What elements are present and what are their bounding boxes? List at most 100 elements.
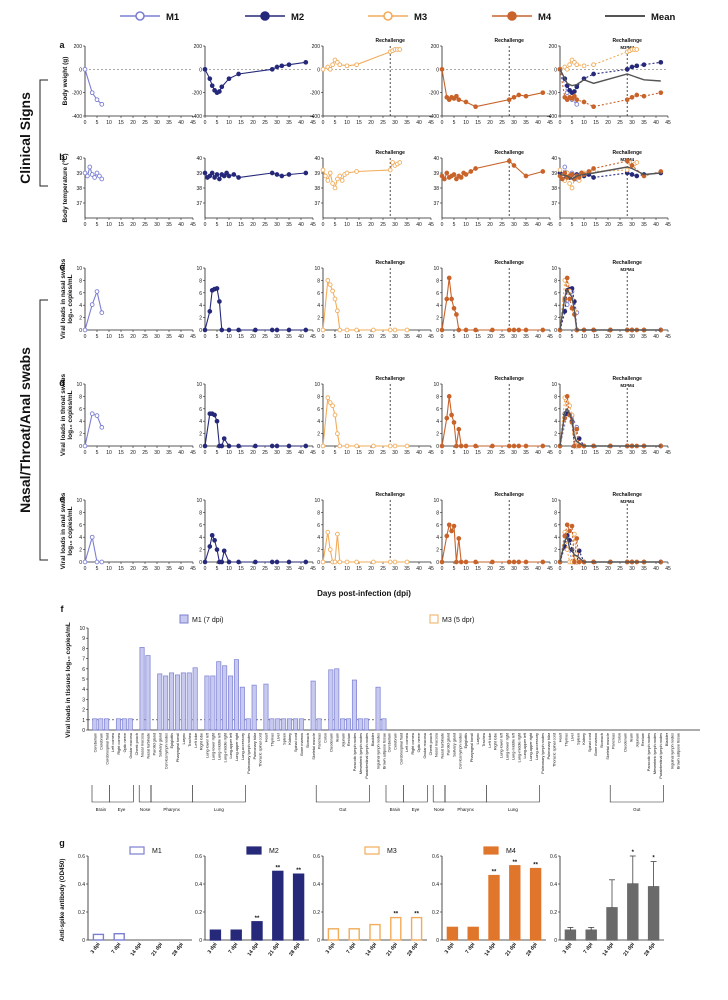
panel-f-category-label: Pulmonary lymph nodes — [247, 733, 251, 774]
panel-f-tissue-bracket — [609, 785, 664, 803]
panel-e-3-point-m3 — [325, 529, 331, 535]
y-axis-label-d-units: log₁₀ copies/mL — [67, 390, 74, 439]
panel-d-5-x-tick-label: 45 — [665, 450, 671, 456]
panel-e-5-rechallenge-sublabel: M3 M4 — [620, 499, 634, 504]
panel-c-1-x-tick-label: 5 — [96, 334, 99, 340]
panel-d-3-point-m3 — [371, 443, 376, 449]
legend-marker-m2 — [260, 11, 270, 21]
panel-f-category-label: Cervical lymph nodes — [164, 733, 168, 769]
panel-d-3-y-tick-label: 6 — [317, 407, 320, 413]
panel-c-5-point-m1 — [564, 302, 570, 307]
panel-e-2-x-tick-label: 35 — [286, 566, 292, 572]
panel-a-1-y-tick-label: 0 — [79, 67, 82, 73]
panel-d-2-point-m2 — [219, 443, 225, 449]
panel-d-5-x-tick-label: 5 — [571, 450, 574, 456]
panel-c-2-point-m2 — [253, 327, 258, 333]
panel-c-1-y-tick-label: 8 — [79, 278, 82, 284]
panel-e-3-point-m3 — [332, 559, 338, 565]
panel-b-2-y-tick-label: 37 — [196, 201, 202, 207]
panel-d-1-y-tick-label: 10 — [76, 382, 82, 388]
panel-e-5-point-m4 — [576, 559, 582, 565]
panel-f-bar — [98, 718, 104, 731]
panel-b-3-x-tick-label: 45 — [428, 222, 434, 228]
panel-d-3-y-tick-label: 8 — [317, 394, 320, 400]
panel-b-3-x-tick-label: 35 — [404, 222, 410, 228]
panel-c-4-x-tick-label: 10 — [463, 334, 469, 340]
panel-d-1-y-tick-label: 0 — [79, 444, 82, 450]
panel-d-5-rechallenge-sublabel: M3 M4 — [620, 383, 634, 388]
panel-c-4-point-m4 — [506, 327, 512, 333]
panel-c-4-y-tick-label: 10 — [433, 266, 439, 272]
panel-a-2-point-m2 — [202, 66, 208, 72]
panel-a-3-point-m3 — [330, 62, 335, 68]
panel-e-4-point-m4 — [523, 559, 529, 565]
panel-d-5-y-tick-label: 4 — [554, 419, 557, 425]
panel-c-1-x-tick-label: 40 — [178, 334, 184, 340]
panel-e-4-point-m4 — [490, 559, 495, 565]
panel-g-4-legend-swatch — [483, 846, 499, 855]
panel-letter-a: a — [59, 40, 65, 50]
panel-f-bar — [121, 718, 127, 731]
panel-d-3-y-tick-label: 10 — [314, 382, 320, 388]
panel-b-5-point-m2 — [634, 173, 640, 179]
panel-a-5-x-tick-label: 35 — [641, 120, 647, 126]
panel-b-2-point-m2 — [303, 170, 309, 176]
panel-c-1-x-tick-label: 10 — [106, 334, 112, 340]
panel-c-3-point-m3 — [337, 327, 343, 333]
panel-c-4-x-tick-label: 20 — [487, 334, 493, 340]
panel-a-2-point-m2 — [217, 89, 222, 94]
panel-c-1-point-m1 — [82, 327, 88, 333]
panel-g-2-legend-label: M2 — [269, 848, 279, 855]
panel-c-5-y-tick-label: 6 — [554, 291, 557, 297]
panel-c-5-y-tick-label: 10 — [551, 266, 557, 272]
panel-d-1-y-tick-label: 4 — [79, 419, 82, 425]
panel-d-4-point-m4 — [451, 420, 457, 425]
panel-b-5-x-tick-label: 5 — [571, 222, 574, 228]
panel-c-3-point-m3 — [404, 327, 410, 333]
panel-d-3-point-m3 — [387, 443, 393, 449]
panel-e-2-point-m2 — [214, 547, 220, 552]
panel-f-bar — [192, 667, 198, 731]
panel-f-category-label: Cerebellum — [387, 733, 391, 752]
panel-e-3-line-m3 — [322, 532, 407, 563]
panel-d-1-point-m1 — [82, 443, 88, 449]
panel-c-4-x-tick-label: 25 — [499, 334, 505, 340]
panel-b-2-point-m2 — [226, 173, 232, 179]
panel-b-2-x-tick-label: 30 — [274, 222, 280, 228]
panel-letter-g: g — [59, 838, 65, 848]
panel-a-2-point-m2 — [209, 83, 215, 89]
panel-b-4-x-tick-label: 20 — [487, 222, 493, 228]
panel-d-3-x-tick-label: 5 — [334, 450, 337, 456]
panel-a-4-rechallenge-label: Rechallenge — [494, 38, 524, 44]
panel-c-2-point-m2 — [207, 309, 213, 314]
panel-d-5-point-m4 — [574, 426, 580, 432]
panel-a-5-point-m2 — [572, 89, 577, 94]
panel-f-category-label: Bladder — [665, 732, 669, 746]
panel-a-3-x-tick-label: 0 — [322, 120, 325, 126]
panel-f-category-label: Heart — [559, 732, 563, 742]
x-axis-label: Days post-infection (dpi) — [317, 589, 411, 598]
panel-e-4-point-m4 — [506, 559, 512, 565]
panel-f-bar — [127, 718, 133, 731]
panel-a-5-line-mean — [559, 69, 661, 87]
panel-a-5-point-m3 — [574, 62, 580, 68]
panel-a-3-rechallenge-label: Rechallenge — [375, 38, 405, 44]
panel-d-3-x-tick-label: 0 — [322, 450, 325, 456]
panel-b-2-point-m2 — [217, 176, 222, 182]
panel-d-3-x-tick-label: 20 — [368, 450, 374, 456]
panel-letter-c: c — [59, 262, 64, 272]
panel-f-category-label: Duodenum — [329, 733, 333, 752]
panel-f-y-tick-label: 5 — [82, 677, 85, 683]
panel-f-tissue-bracket — [109, 785, 134, 803]
panel-a-3-y-tick-label: -200 — [310, 91, 320, 97]
panel-f-legend-label-1: M1 (7 dpi) — [192, 617, 224, 624]
panel-b-2-point-m2 — [209, 170, 215, 176]
panel-f-category-label: Left lobe — [488, 733, 492, 748]
legend-label-m4: M4 — [538, 12, 552, 23]
panel-g-4-category-label: 28 dpi — [525, 941, 539, 957]
panel-b-5-x-tick-label: 45 — [665, 222, 671, 228]
panel-c-2-y-tick-label: 8 — [199, 278, 202, 284]
panel-c-3-line-m3 — [322, 278, 407, 331]
panel-c-3-point-m3 — [332, 296, 338, 302]
panel-b-2-y-tick-label: 39 — [196, 171, 202, 177]
